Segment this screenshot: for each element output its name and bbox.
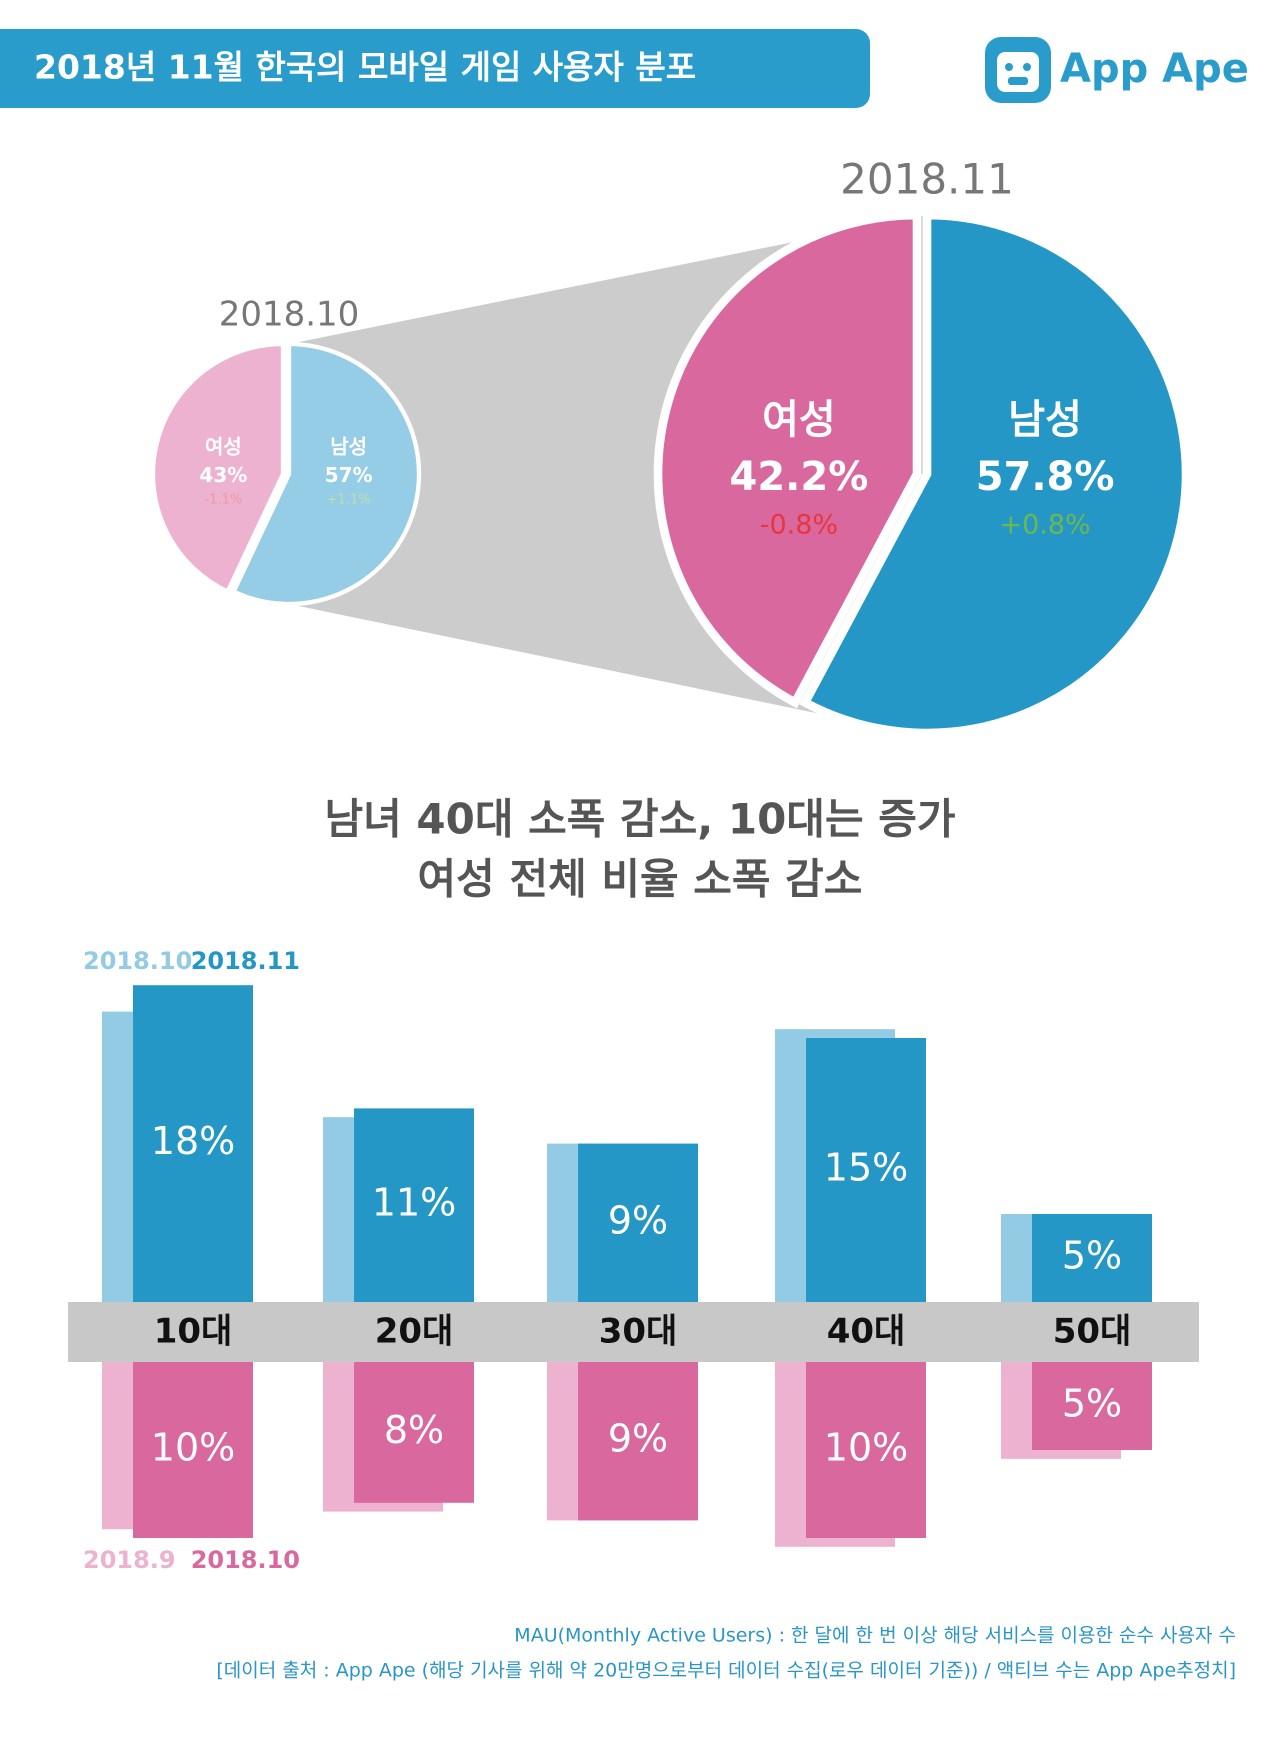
footnote: MAU(Monthly Active Users) : 한 달에 한 번 이상 … bbox=[514, 1625, 1236, 1647]
category-label: 20대 bbox=[375, 1312, 454, 1352]
slice-change: -1.1% bbox=[205, 493, 243, 508]
pie-title: 2018.10 bbox=[219, 295, 360, 335]
category-label: 40대 bbox=[827, 1312, 906, 1352]
slice-change: +1.1% bbox=[327, 493, 371, 508]
bar bbox=[806, 1038, 926, 1302]
value-label: 9% bbox=[608, 1417, 668, 1461]
legend-label: 2018.10 bbox=[191, 1546, 300, 1574]
slice-name: 남성 bbox=[1008, 397, 1082, 443]
bar bbox=[354, 1108, 474, 1302]
value-label: 11% bbox=[372, 1181, 456, 1225]
bar bbox=[1032, 1214, 1152, 1302]
legend-label: 2018.9 bbox=[83, 1546, 176, 1574]
bar bbox=[578, 1362, 698, 1521]
category-label: 10대 bbox=[154, 1312, 233, 1352]
title-banner bbox=[0, 29, 870, 108]
pie-slice bbox=[799, 210, 1191, 738]
slice-change: +0.8% bbox=[999, 509, 1090, 540]
pie-title: 2018.11 bbox=[840, 155, 1014, 204]
value-label: 18% bbox=[151, 1119, 235, 1163]
category-band bbox=[68, 1302, 1199, 1362]
pies: 2018.10 남성 57% +1.1% 여성 43% -1.1% 2018.11 남성 57.8… bbox=[150, 155, 1191, 738]
bar bbox=[133, 1362, 253, 1538]
slice-name: 여성 bbox=[762, 397, 836, 443]
slice-change: -0.8% bbox=[760, 509, 838, 540]
slice-value: 57.8% bbox=[976, 454, 1115, 500]
logo-text: App Ape bbox=[1060, 46, 1249, 92]
slice-value: 57% bbox=[325, 463, 373, 487]
logo-mouth bbox=[1008, 77, 1028, 85]
title: 2018년 11월 한국의 모바일 게임 사용자 분포 bbox=[34, 48, 696, 87]
value-label: 8% bbox=[384, 1408, 444, 1452]
logo-face bbox=[997, 52, 1039, 92]
value-label: 15% bbox=[824, 1146, 908, 1190]
value-label: 9% bbox=[608, 1198, 668, 1242]
pie-slice bbox=[150, 341, 286, 595]
bar bbox=[354, 1362, 474, 1503]
value-label: 10% bbox=[824, 1426, 908, 1470]
value-label: 10% bbox=[151, 1426, 235, 1470]
slice-name: 남성 bbox=[330, 435, 367, 459]
value-label: 5% bbox=[1062, 1382, 1122, 1426]
slice-value: 43% bbox=[199, 463, 247, 487]
slice-value: 42.2% bbox=[730, 454, 869, 500]
headline: 여성 전체 비율 소폭 감소 bbox=[418, 855, 863, 904]
headline: 남녀 40대 소폭 감소, 10대는 증가 bbox=[324, 795, 955, 844]
legend-label: 2018.11 bbox=[191, 947, 300, 975]
bar bbox=[1032, 1362, 1152, 1450]
category-label: 50대 bbox=[1053, 1312, 1132, 1352]
bar bbox=[133, 985, 253, 1302]
bar bbox=[806, 1362, 926, 1538]
pie-slice bbox=[230, 341, 422, 607]
pie-slice bbox=[653, 210, 922, 709]
logo: App Ape bbox=[985, 37, 1249, 103]
legend-label: 2018.10 bbox=[83, 947, 192, 975]
logo-eye bbox=[1005, 63, 1013, 71]
category-label: 30대 bbox=[599, 1312, 678, 1352]
footnote: [데이터 출처 : App Ape (해당 기사를 위해 약 20만명으로부터 … bbox=[216, 1660, 1236, 1682]
logo-eye bbox=[1023, 63, 1031, 71]
slice-name: 여성 bbox=[205, 435, 242, 459]
value-label: 5% bbox=[1062, 1234, 1122, 1278]
bar bbox=[578, 1143, 698, 1302]
